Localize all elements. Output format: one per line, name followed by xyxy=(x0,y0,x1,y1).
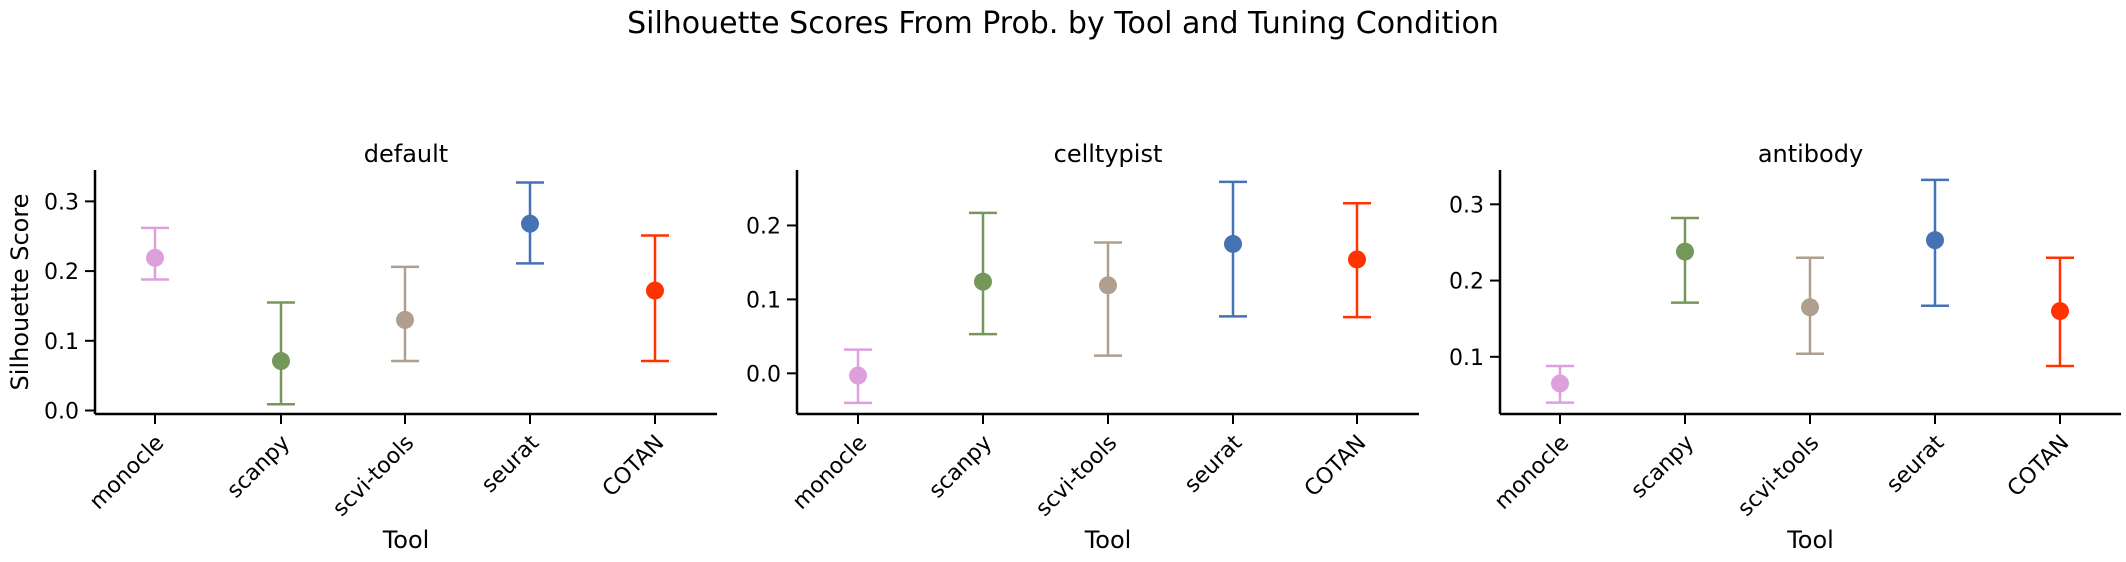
x-tick-label: monocle xyxy=(85,431,169,515)
subplot-title: default xyxy=(364,140,448,168)
x-axis-label: Tool xyxy=(1084,526,1132,554)
y-tick-label: 0.1 xyxy=(44,330,79,355)
subplot-title: celltypist xyxy=(1054,140,1163,168)
y-tick-label: 0.0 xyxy=(746,362,781,387)
x-tick-label: scvi-tools xyxy=(1733,431,1824,522)
y-tick-label: 0.2 xyxy=(746,214,781,239)
x-tick-label: scvi-tools xyxy=(1031,431,1122,522)
y-tick-label: 0.1 xyxy=(746,288,781,313)
x-tick-label: scvi-tools xyxy=(328,431,419,522)
x-tick-label: scanpy xyxy=(1626,431,1699,504)
x-axis-label: Tool xyxy=(382,526,430,554)
data-point xyxy=(521,214,539,233)
data-point xyxy=(1801,298,1819,317)
y-tick-label: 0.1 xyxy=(1449,346,1484,371)
data-point xyxy=(1926,231,1944,250)
x-axis-label: Tool xyxy=(1786,526,1834,554)
x-tick-label: scanpy xyxy=(924,431,997,504)
x-tick-label: seurat xyxy=(1882,430,1950,498)
data-point xyxy=(146,248,164,267)
data-point xyxy=(974,272,992,291)
data-point xyxy=(1551,374,1569,393)
figure-title: Silhouette Scores From Prob. by Tool and… xyxy=(627,6,1499,41)
data-point xyxy=(2051,302,2069,321)
y-tick-label: 0.0 xyxy=(44,400,79,425)
x-tick-label: scanpy xyxy=(222,431,295,504)
data-point xyxy=(272,352,290,371)
data-point xyxy=(646,281,664,300)
data-point xyxy=(1099,276,1117,295)
x-tick-label: seurat xyxy=(477,430,545,498)
x-tick-label: COTAN xyxy=(2003,431,2074,502)
x-tick-label: monocle xyxy=(1490,431,1574,515)
y-tick-label: 0.3 xyxy=(44,190,79,215)
y-tick-label: 0.2 xyxy=(44,260,79,285)
x-tick-label: seurat xyxy=(1180,430,1248,498)
data-point xyxy=(1348,250,1366,269)
y-axis-label: Silhouette Score xyxy=(6,194,34,391)
x-tick-label: monocle xyxy=(788,431,872,515)
x-tick-label: COTAN xyxy=(1300,431,1371,502)
data-point xyxy=(396,310,414,329)
subplot-antibody: 0.1 0.2 0.3 monocle scanpy scvi-tools seurat CO… xyxy=(1449,140,2121,554)
subplot-title: antibody xyxy=(1758,140,1863,168)
data-point xyxy=(849,366,867,385)
subplot-default: 0.0 0.1 0.2 0.3 monocle scanpy scvi-tools seura… xyxy=(6,140,717,554)
data-point xyxy=(1676,242,1694,261)
y-tick-label: 0.3 xyxy=(1449,193,1484,218)
y-tick-label: 0.2 xyxy=(1449,270,1484,295)
subplot-celltypist: 0.0 0.1 0.2 monocle scanpy scvi-tools seurat CO… xyxy=(746,140,1419,554)
x-tick-label: COTAN xyxy=(598,431,669,502)
data-point xyxy=(1224,234,1242,253)
